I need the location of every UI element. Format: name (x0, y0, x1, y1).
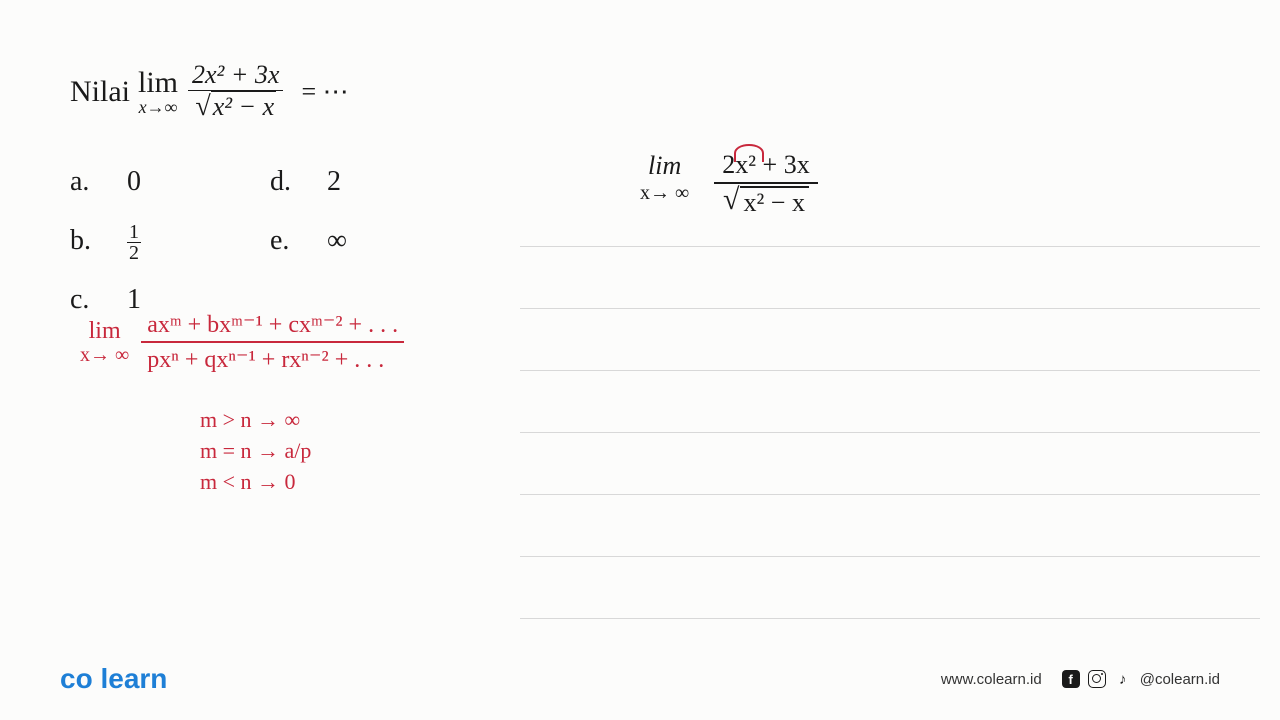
social-handles: f ♪ @colearn.id (1062, 670, 1220, 688)
main-fraction: 2x² + 3x √ x² − x (188, 60, 283, 123)
option-b: b. 1 2 (70, 212, 270, 271)
instagram-icon (1088, 670, 1106, 688)
problem-area: Nilai lim x→∞ 2x² + 3x √ x² − x = ⋯ a. 0… (70, 60, 349, 329)
red-highlight-circle (734, 144, 764, 162)
footer: co learn www.colearn.id f ♪ @colearn.id (0, 663, 1280, 695)
rule-m-gt-n: m > n → ∞ (200, 405, 311, 436)
rule-m-eq-n: m = n → a/p (200, 436, 311, 467)
equals-dots: = ⋯ (301, 77, 348, 107)
website-url: www.colearn.id (941, 671, 1042, 688)
answer-options: a. 0 d. 2 b. 1 2 e. ∞ c. (70, 153, 349, 329)
option-a: a. 0 (70, 153, 270, 212)
sqrt-expression: √ x² − x (195, 91, 276, 123)
limit-notation: lim x→∞ (138, 68, 178, 116)
problem-statement: Nilai lim x→∞ 2x² + 3x √ x² − x = ⋯ (70, 60, 349, 123)
option-d: d. 2 (270, 153, 341, 212)
option-e: e. ∞ (270, 212, 347, 271)
rule-m-lt-n: m < n → 0 (200, 467, 311, 498)
red-limit-rules: m > n → ∞ m = n → a/p m < n → 0 (200, 405, 311, 497)
red-general-formula: lim x→ ∞ axᵐ + bxᵐ⁻¹ + cxᵐ⁻² + . . . pxⁿ… (80, 310, 404, 374)
facebook-icon: f (1062, 670, 1080, 688)
tiktok-icon: ♪ (1114, 670, 1132, 688)
social-handle-text: @colearn.id (1140, 671, 1220, 688)
black-worked-expression: lim x→ ∞ 2x² + 3x √ x² − x (640, 150, 818, 218)
label-nilai: Nilai (70, 75, 130, 109)
colearn-logo: co learn (60, 663, 167, 695)
ruled-paper-lines (520, 185, 1260, 619)
